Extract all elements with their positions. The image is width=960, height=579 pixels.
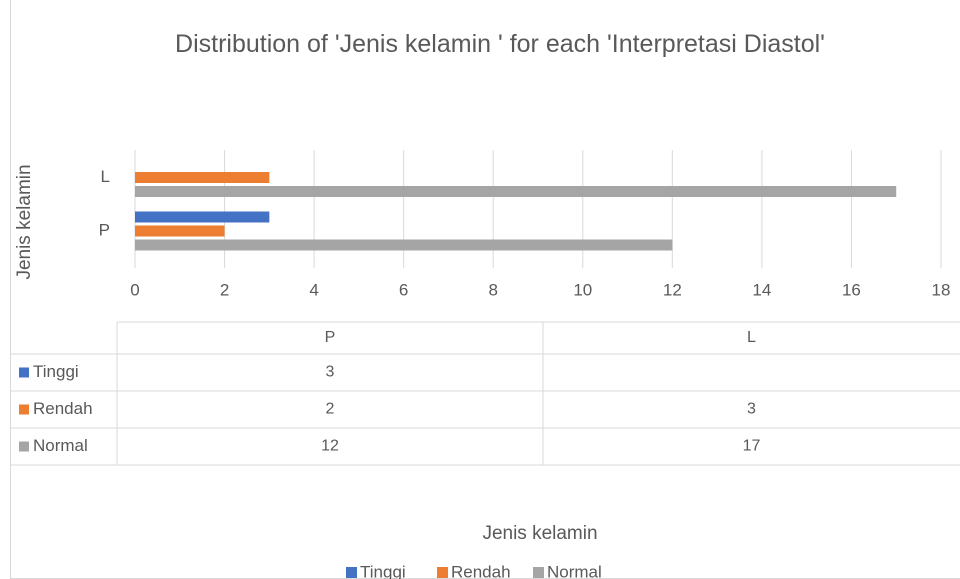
x-tick-label: 8 xyxy=(488,280,497,299)
x-tick-label: 10 xyxy=(573,280,592,299)
chart-title: Distribution of 'Jenis kelamin ' for eac… xyxy=(175,30,825,58)
chart-border xyxy=(10,0,960,579)
x-tick-label: 4 xyxy=(309,280,318,299)
table-legend-key xyxy=(19,367,29,378)
table-cell: 17 xyxy=(743,438,761,455)
table-row-label: Tinggi xyxy=(33,362,79,381)
bar xyxy=(135,225,225,237)
x-tick-label: 12 xyxy=(663,280,682,299)
table-header: L xyxy=(747,329,756,346)
legend-label: Tinggi xyxy=(360,562,406,579)
table-legend-key xyxy=(19,441,29,452)
table-row-label: Normal xyxy=(33,436,88,455)
bar xyxy=(135,239,673,251)
y-tick-label: L xyxy=(101,167,110,186)
y-tick-label: P xyxy=(99,220,110,239)
table-legend-key xyxy=(19,404,29,415)
table-header: P xyxy=(325,329,336,346)
x-tick-label: 6 xyxy=(399,280,408,299)
table-cell: 3 xyxy=(747,401,756,418)
x-tick-label: 2 xyxy=(220,280,229,299)
legend-label: Normal xyxy=(547,562,602,579)
x-tick-label: 18 xyxy=(932,280,951,299)
legend-label: Rendah xyxy=(451,562,511,579)
legend-key xyxy=(346,567,357,578)
bar xyxy=(135,186,897,197)
x-axis-title: Jenis kelamin xyxy=(482,523,597,544)
bar xyxy=(135,172,270,183)
x-tick-label: 16 xyxy=(842,280,861,299)
table-cell: 3 xyxy=(326,364,335,381)
table-cell: 12 xyxy=(321,438,339,455)
bar xyxy=(135,211,270,223)
x-tick-label: 14 xyxy=(752,280,771,299)
y-axis-title: Jenis kelamin xyxy=(14,164,35,279)
x-tick-label: 0 xyxy=(130,280,139,299)
table-row-label: Rendah xyxy=(33,399,93,418)
legend-key xyxy=(533,567,544,578)
table-cell: 2 xyxy=(326,401,335,418)
legend-key xyxy=(437,567,448,578)
